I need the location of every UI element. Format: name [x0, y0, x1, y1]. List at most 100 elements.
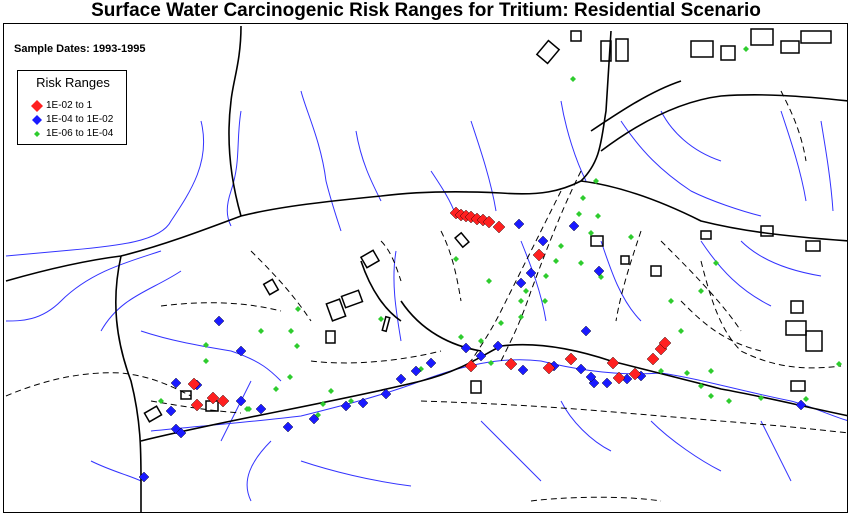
sample-point-low[interactable] — [328, 388, 334, 394]
sample-point-low[interactable] — [578, 260, 584, 266]
sample-point-high[interactable] — [492, 220, 506, 234]
sample-point-medium[interactable] — [282, 421, 294, 433]
sample-point-medium[interactable] — [138, 471, 150, 483]
sample-point-medium[interactable] — [308, 413, 320, 425]
sample-point-high[interactable] — [532, 248, 546, 262]
sample-point-high[interactable] — [216, 394, 230, 408]
sample-point-low[interactable] — [708, 368, 714, 374]
sample-point-low[interactable] — [518, 298, 524, 304]
sample-point-low[interactable] — [678, 328, 684, 334]
sample-point-low[interactable] — [458, 334, 464, 340]
sample-point-high[interactable] — [504, 357, 518, 371]
sample-point-medium[interactable] — [492, 340, 504, 352]
sample-point-low[interactable] — [244, 406, 250, 412]
sample-point-low[interactable] — [684, 370, 690, 376]
sample-point-medium[interactable] — [601, 377, 613, 389]
sample-point-low[interactable] — [320, 401, 326, 407]
sample-point-high[interactable] — [646, 352, 660, 366]
sample-point-medium[interactable] — [585, 371, 597, 383]
sample-point-high[interactable] — [658, 336, 672, 350]
sample-point-low[interactable] — [698, 383, 704, 389]
sample-point-low[interactable] — [588, 230, 594, 236]
map-canvas[interactable] — [4, 24, 848, 513]
sample-point-low[interactable] — [708, 393, 714, 399]
sample-point-medium[interactable] — [593, 265, 605, 277]
sample-point-high[interactable] — [606, 356, 620, 370]
sample-point-medium[interactable] — [525, 267, 537, 279]
sample-point-low[interactable] — [698, 288, 704, 294]
sample-point-medium[interactable] — [395, 373, 407, 385]
sample-point-low[interactable] — [836, 361, 842, 367]
sample-point-low[interactable] — [595, 213, 601, 219]
sample-point-high[interactable] — [482, 215, 496, 229]
sample-point-low[interactable] — [743, 46, 749, 52]
sample-point-low[interactable] — [543, 273, 549, 279]
sample-point-low[interactable] — [158, 398, 164, 404]
sample-point-low[interactable] — [758, 395, 764, 401]
sample-point-medium[interactable] — [795, 399, 807, 411]
sample-point-low[interactable] — [580, 195, 586, 201]
sample-point-low[interactable] — [668, 298, 674, 304]
sample-point-low[interactable] — [628, 234, 634, 240]
sample-point-high[interactable] — [564, 352, 578, 366]
sample-point-medium[interactable] — [213, 315, 225, 327]
sample-point-high[interactable] — [628, 367, 642, 381]
sample-point-low[interactable] — [378, 316, 384, 322]
sample-point-low[interactable] — [576, 211, 582, 217]
sample-point-medium[interactable] — [175, 427, 187, 439]
sample-point-low[interactable] — [658, 368, 664, 374]
sample-point-low[interactable] — [488, 360, 494, 366]
sample-point-low[interactable] — [453, 256, 459, 262]
sample-point-medium[interactable] — [170, 377, 182, 389]
sample-point-medium[interactable] — [380, 388, 392, 400]
sample-point-low[interactable] — [295, 306, 301, 312]
sample-point-medium[interactable] — [165, 405, 177, 417]
sample-point-low[interactable] — [542, 298, 548, 304]
sample-point-medium[interactable] — [235, 345, 247, 357]
sample-point-medium[interactable] — [575, 363, 587, 375]
sample-point-low[interactable] — [287, 374, 293, 380]
sample-point-low[interactable] — [498, 320, 504, 326]
sample-point-high[interactable] — [190, 398, 204, 412]
buildings-layer — [143, 28, 832, 423]
sample-point-medium[interactable] — [517, 364, 529, 376]
map-frame[interactable] — [3, 23, 848, 513]
sample-point-medium[interactable] — [340, 400, 352, 412]
sample-point-low[interactable] — [203, 358, 209, 364]
sample-point-medium[interactable] — [537, 235, 549, 247]
sample-point-medium[interactable] — [425, 357, 437, 369]
sample-point-low[interactable] — [570, 76, 576, 82]
sample-point-low[interactable] — [593, 178, 599, 184]
sample-point-medium[interactable] — [460, 342, 472, 354]
sample-point-low[interactable] — [518, 314, 524, 320]
sample-point-low[interactable] — [523, 288, 529, 294]
sample-point-medium[interactable] — [410, 365, 422, 377]
sample-point-medium[interactable] — [580, 325, 592, 337]
sample-point-medium[interactable] — [255, 403, 267, 415]
sample-point-low[interactable] — [486, 278, 492, 284]
sample-point-high[interactable] — [612, 371, 626, 385]
sample-point-medium[interactable] — [357, 397, 369, 409]
sample-point-low[interactable] — [713, 260, 719, 266]
sample-point-high[interactable] — [187, 377, 201, 391]
sample-point-medium[interactable] — [475, 350, 487, 362]
sample-point-high[interactable] — [542, 361, 556, 375]
sample-point-low[interactable] — [558, 243, 564, 249]
sample-point-low[interactable] — [258, 328, 264, 334]
stream — [246, 440, 272, 502]
sample-point-low[interactable] — [803, 396, 809, 402]
sample-point-high[interactable] — [206, 391, 220, 405]
sample-point-low[interactable] — [726, 398, 732, 404]
sample-point-medium[interactable] — [513, 218, 525, 230]
sample-point-medium[interactable] — [515, 277, 527, 289]
sample-point-low[interactable] — [203, 342, 209, 348]
sample-point-medium[interactable] — [235, 395, 247, 407]
sample-point-low[interactable] — [478, 338, 484, 344]
sample-point-medium[interactable] — [568, 220, 580, 232]
sample-point-low[interactable] — [294, 343, 300, 349]
sample-point-low[interactable] — [553, 258, 559, 264]
sample-point-low[interactable] — [348, 398, 354, 404]
sample-point-high[interactable] — [464, 359, 478, 373]
sample-point-low[interactable] — [288, 328, 294, 334]
sample-point-low[interactable] — [273, 386, 279, 392]
